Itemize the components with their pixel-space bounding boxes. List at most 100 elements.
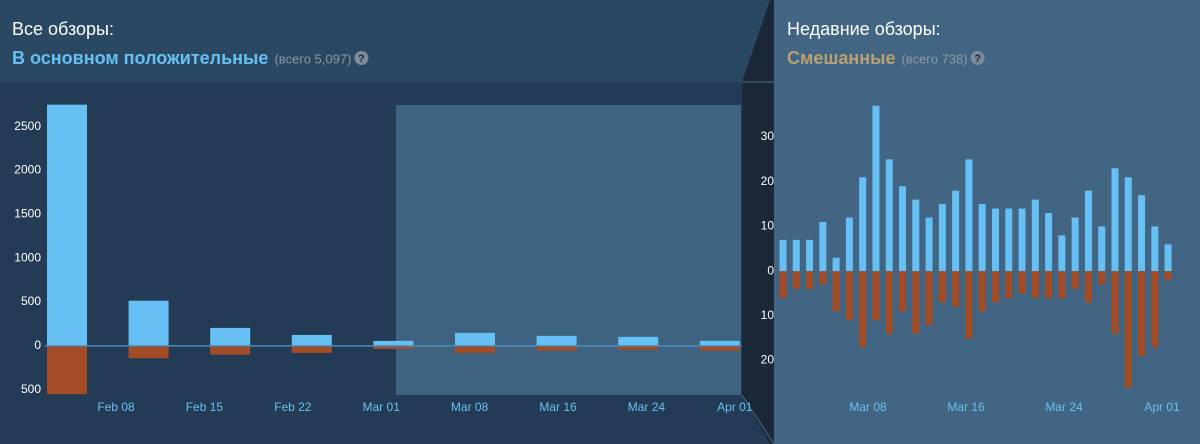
- x-tick-label: Apr 01: [717, 400, 753, 414]
- bar: [899, 186, 907, 272]
- bar: [991, 271, 999, 303]
- bar: [1111, 271, 1119, 334]
- bar: [1124, 177, 1132, 272]
- bar: [1071, 271, 1079, 290]
- y-tick-label: 0: [34, 338, 41, 352]
- x-tick-label: Mar 08: [451, 400, 489, 414]
- panel-summary: Смешанные: [787, 48, 895, 68]
- x-tick-label: Mar 24: [1045, 400, 1083, 414]
- bar: [859, 177, 867, 272]
- bar: [792, 239, 800, 272]
- bar: [1151, 271, 1159, 348]
- bar: [699, 345, 740, 351]
- bar: [47, 345, 87, 395]
- bar: [1138, 271, 1146, 357]
- help-text: ?: [358, 53, 365, 65]
- y-tick-label: 2500: [14, 119, 41, 133]
- bar: [952, 271, 960, 307]
- bar: [872, 271, 880, 321]
- y-tick-label: 10: [761, 219, 775, 233]
- bar: [859, 271, 867, 348]
- panel-summary: В основном положительные: [12, 48, 268, 68]
- y-tick-label: 10: [761, 308, 775, 322]
- bar: [1005, 208, 1013, 272]
- bar: [128, 300, 169, 346]
- left-header: [0, 0, 770, 82]
- x-tick-label: Feb 08: [97, 400, 135, 414]
- bar: [1058, 271, 1066, 298]
- bar: [455, 345, 495, 353]
- bar: [952, 190, 960, 272]
- bar: [536, 335, 577, 346]
- bar: [806, 271, 814, 290]
- bar: [925, 271, 933, 325]
- y-tick-label: 2000: [14, 163, 41, 177]
- y-tick-label: 30: [761, 129, 775, 143]
- bar: [291, 345, 332, 353]
- bar: [373, 345, 414, 349]
- bar: [1018, 208, 1026, 272]
- bar: [806, 239, 814, 272]
- bar: [845, 271, 853, 321]
- bar: [1045, 271, 1053, 298]
- y-tick-label: 20: [761, 174, 775, 188]
- panel-title: Недавние обзоры:: [787, 19, 941, 39]
- bar: [1124, 271, 1132, 388]
- bar: [819, 221, 827, 272]
- bar: [965, 271, 973, 339]
- bar: [1098, 271, 1106, 285]
- x-tick-label: Mar 08: [849, 400, 887, 414]
- bar: [1071, 217, 1079, 272]
- bar: [291, 334, 332, 346]
- bar: [779, 271, 787, 298]
- bar: [1084, 190, 1092, 272]
- x-tick-label: Mar 16: [539, 400, 577, 414]
- bar: [1005, 271, 1013, 298]
- bar: [210, 345, 251, 355]
- divider: [742, 0, 774, 444]
- bar: [618, 345, 659, 350]
- bar: [845, 217, 853, 272]
- bar: [1098, 226, 1106, 272]
- bar: [912, 271, 920, 334]
- x-tick-label: Feb 15: [186, 400, 224, 414]
- divider-line: [741, 394, 775, 444]
- bar: [872, 105, 880, 272]
- bar: [1018, 271, 1026, 294]
- bar: [455, 332, 495, 346]
- bar: [978, 204, 986, 272]
- x-tick-label: Feb 22: [274, 400, 312, 414]
- panel-title: Все обзоры:: [12, 19, 114, 39]
- help-icon: [354, 51, 369, 65]
- bar: [899, 271, 907, 312]
- bar: [210, 327, 251, 346]
- bar: [1031, 271, 1039, 298]
- bar: [373, 340, 414, 346]
- bar: [991, 208, 999, 272]
- help-text: ?: [974, 53, 981, 65]
- bar: [885, 271, 893, 334]
- recent-range: [396, 105, 741, 395]
- x-tick-label: Mar 24: [628, 400, 666, 414]
- bar: [1111, 168, 1119, 272]
- bar: [1164, 271, 1172, 281]
- bar: [1084, 271, 1092, 303]
- x-tick-label: Mar 16: [947, 400, 985, 414]
- bar: [128, 345, 169, 359]
- bar: [1031, 199, 1039, 272]
- bar: [1164, 244, 1172, 272]
- bar: [536, 345, 577, 351]
- bar: [832, 271, 840, 312]
- bar: [792, 271, 800, 290]
- bar: [1058, 235, 1066, 272]
- bar: [1151, 226, 1159, 272]
- bar: [938, 204, 946, 272]
- bar: [938, 271, 946, 303]
- bar: [1138, 195, 1146, 272]
- y-tick-label: 1000: [14, 250, 41, 264]
- help-icon: [970, 51, 985, 65]
- y-tick-label: 20: [761, 353, 775, 367]
- bar: [699, 340, 740, 346]
